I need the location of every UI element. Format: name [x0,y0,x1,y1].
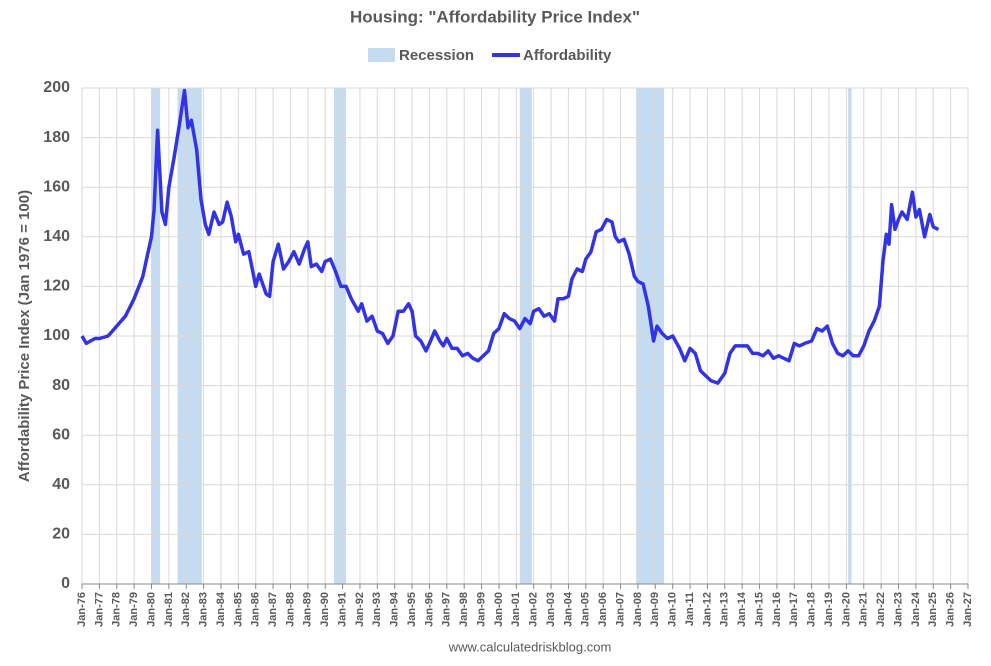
x-tick-label: Jan-26 [945,592,957,627]
y-tick-label: 100 [43,327,70,344]
x-tick-label: Jan-06 [597,592,609,627]
x-tick-label: Jan-03 [545,592,557,627]
x-tick-label: Jan-85 [232,592,244,627]
x-tick-label: Jan-18 [806,592,818,627]
x-tick-label: Jan-21 [858,592,870,627]
x-tick-label: Jan-88 [284,592,296,627]
x-tick-label: Jan-07 [614,592,626,627]
x-tick-label: Jan-23 [892,592,904,627]
x-tick-label: Jan-93 [371,592,383,627]
x-tick-label: Jan-15 [753,592,765,627]
x-tick-label: Jan-94 [389,591,401,627]
chart-title: Housing: "Affordability Price Index" [350,7,640,26]
y-tick-label: 60 [52,426,70,443]
x-tick-label: Jan-22 [875,592,887,627]
y-tick-label: 180 [43,129,70,146]
x-tick-label: Jan-83 [198,592,210,627]
legend-label: Affordability [523,47,612,64]
x-tick-label: Jan-12 [701,592,713,627]
y-axis-label: Affordability Price Index (Jan 1976 = 10… [16,190,33,482]
x-tick-label: Jan-89 [302,592,314,627]
x-tick-label: Jan-17 [788,592,800,627]
y-tick-label: 160 [43,178,70,195]
x-tick-label: Jan-10 [667,592,679,627]
x-tick-label: Jan-80 [145,592,157,627]
x-tick-label: Jan-20 [840,592,852,627]
x-tick-label: Jan-96 [423,592,435,627]
x-tick-label: Jan-05 [580,592,592,627]
x-tick-label: Jan-08 [632,592,644,627]
y-tick-label: 140 [43,228,70,245]
series-line [80,88,940,385]
legend-label: Recession [399,47,474,64]
x-tick-label: Jan-84 [215,591,227,627]
x-tick-label: Jan-25 [927,592,939,627]
y-tick-label: 40 [52,476,70,493]
x-tick-label: Jan-14 [736,591,748,627]
x-tick-label: Jan-99 [475,592,487,627]
x-tick-label: Jan-98 [458,592,470,627]
x-tick-label: Jan-13 [719,592,731,627]
x-tick-label: Jan-90 [319,592,331,627]
x-tick-label: Jan-02 [528,592,540,627]
x-tick-label: Jan-16 [771,592,783,627]
legend-swatch [368,48,395,62]
x-tick-label: Jan-86 [250,592,262,627]
x-tick-label: Jan-82 [180,592,192,627]
x-tick-label: Jan-11 [684,592,696,626]
x-tick-label: Jan-09 [649,592,661,627]
y-tick-label: 80 [52,377,70,394]
x-tick-label: Jan-97 [441,592,453,627]
x-tick-label: Jan-95 [406,592,418,627]
x-tick-label: Jan-01 [510,592,522,627]
x-tick-label: Jan-79 [128,592,140,627]
x-tick-label: Jan-78 [111,592,123,627]
x-tick-label: Jan-24 [910,591,922,627]
x-tick-label: Jan-91 [336,592,348,627]
source: www.calculatedriskblog.com [448,639,612,654]
y-tick-label: 0 [61,575,70,592]
x-tick-label: Jan-27 [962,592,974,627]
y-tick-label: 120 [43,278,70,295]
x-tick-label: Jan-87 [267,592,279,627]
x-tick-label: Jan-81 [163,592,175,627]
y-tick-label: 200 [43,79,70,96]
x-tick-label: Jan-92 [354,592,366,627]
x-tick-label: Jan-19 [823,592,835,627]
x-tick-label: Jan-00 [493,592,505,627]
x-tick-label: Jan-77 [93,592,105,627]
y-tick-label: 20 [52,526,70,543]
x-tick-label: Jan-76 [76,592,88,627]
x-tick-label: Jan-04 [562,591,574,627]
